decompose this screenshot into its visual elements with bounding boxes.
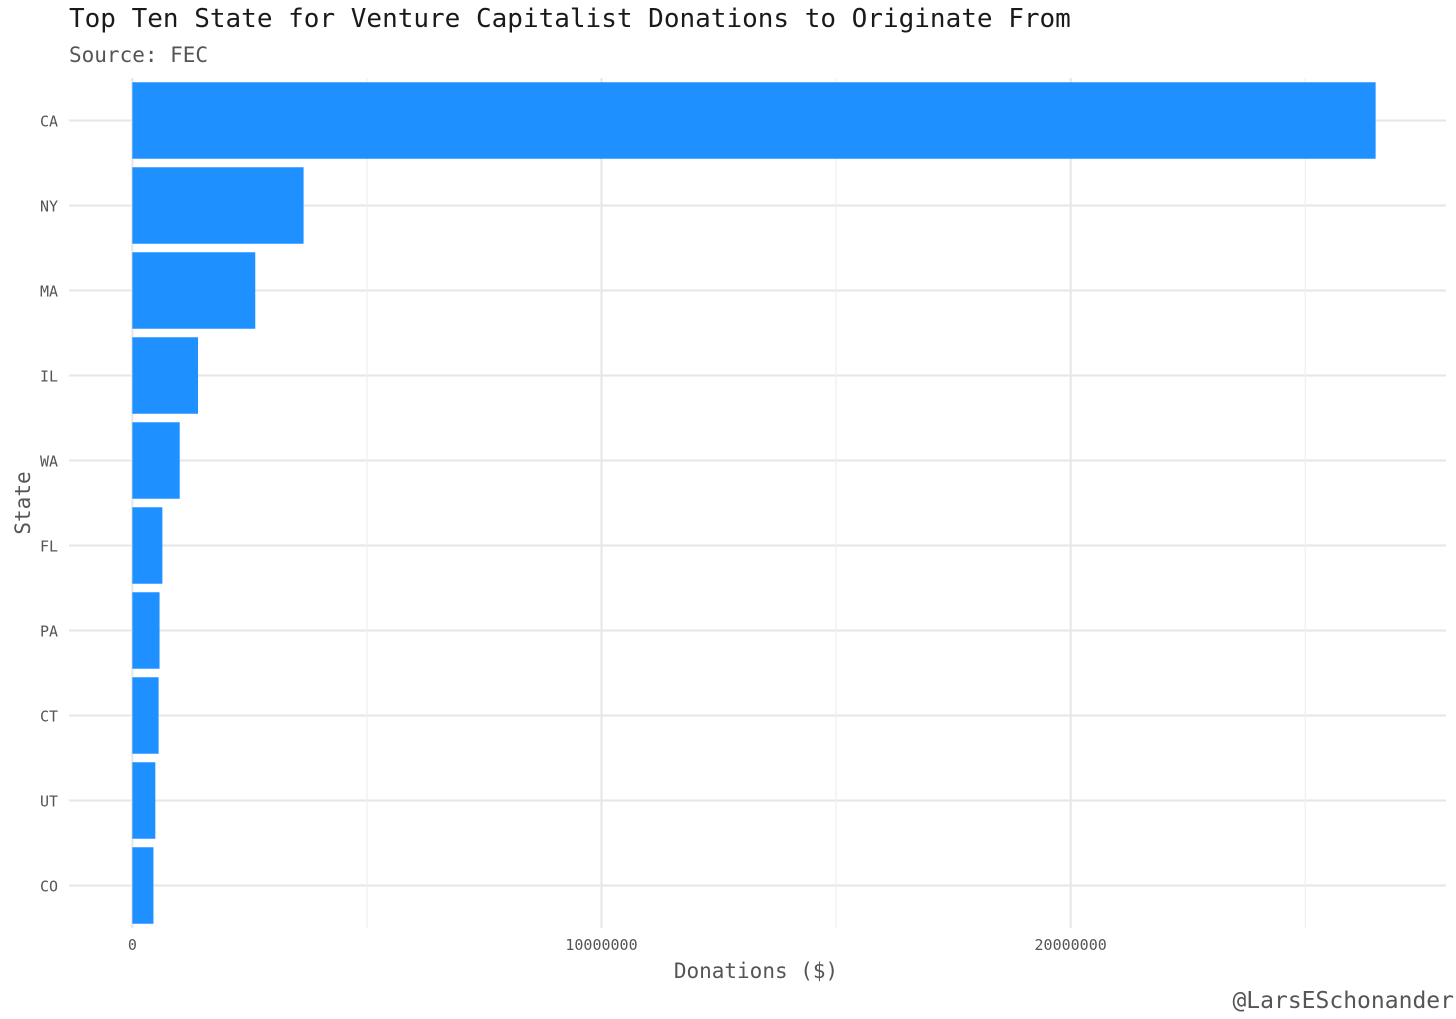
bar-il [132,337,199,414]
y-tick-label: WA [40,453,58,471]
x-tick-label: 10000000 [565,936,637,954]
y-tick-label: FL [40,538,58,556]
credit-caption: @LarsESchonander [1232,988,1454,1014]
x-axis-title: Donations ($) [674,959,838,983]
chart-subtitle: Source: FEC [69,43,209,67]
y-tick-label: PA [40,623,58,641]
y-axis-title: State [11,471,35,534]
y-tick-label: CA [40,113,58,131]
bars [132,82,1376,924]
y-axis-tick-labels: CA NY MA IL WA FL PA CT UT CO [40,113,58,896]
bar-ny [132,167,304,244]
y-tick-label: MA [40,283,58,301]
bar-fl [132,507,163,584]
x-axis-tick-labels: 0 10000000 20000000 [128,936,1107,954]
bar-ca [132,82,1376,159]
y-tick-label: NY [40,198,58,216]
y-tick-label: CT [40,708,58,726]
x-tick-label: 0 [128,936,137,954]
y-tick-label: IL [40,368,58,386]
bar-ma [132,252,256,329]
bar-ut [132,762,156,839]
y-tick-label: UT [40,793,58,811]
bar-wa [132,422,180,499]
bar-pa [132,592,160,669]
y-tick-label: CO [40,878,58,896]
bar-ct [132,677,159,754]
bar-co [132,847,154,924]
x-tick-label: 20000000 [1035,936,1107,954]
chart-title: Top Ten State for Venture Capitalist Don… [69,4,1071,34]
gridlines [69,78,1446,928]
